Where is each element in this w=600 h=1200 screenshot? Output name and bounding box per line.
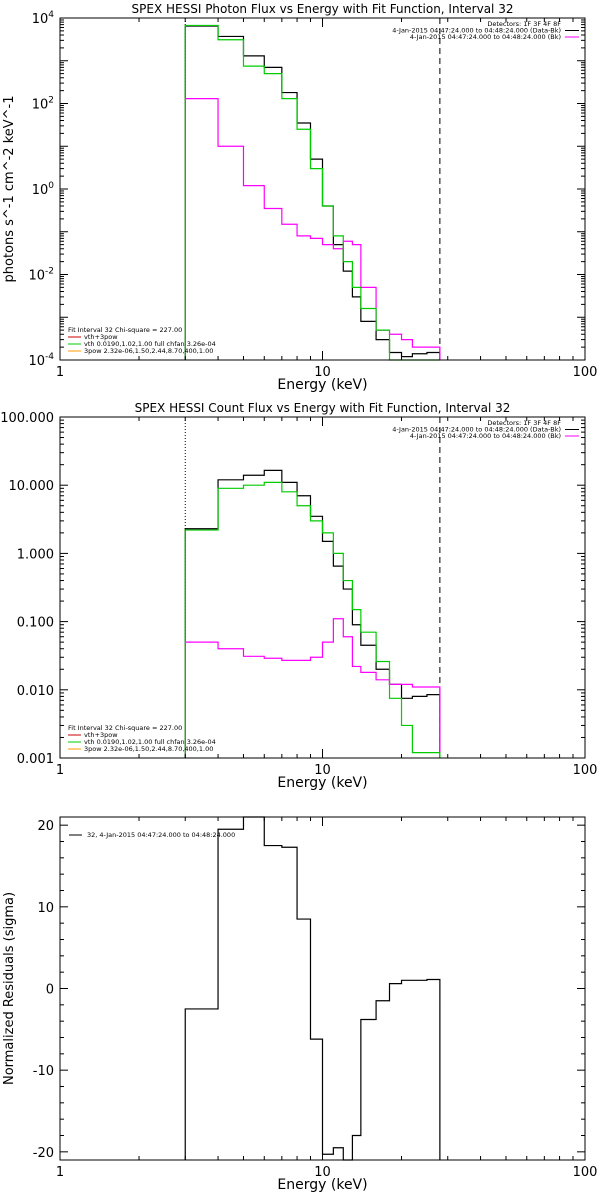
x-axis-label: Energy (keV) [277, 1177, 367, 1193]
legend-top-entry: Detectors: 1F 3F 4F 8F [487, 20, 561, 28]
chart-panel-2: SPEX HESSI Count Flux vs Energy with Fit… [0, 401, 597, 791]
x-tick-label: 10 [314, 365, 331, 380]
y-tick-label: 104 [32, 10, 55, 27]
x-axis-label: Energy (keV) [277, 775, 367, 791]
y-tick-base: 10 [28, 354, 45, 369]
y-tick-label: 10 [37, 901, 54, 916]
legend-top-entry: 4-Jan-2015 04:47:24.000 to 04:48:24.000 … [410, 33, 561, 41]
y-tick-base: 10 [32, 12, 49, 27]
series-line-data-bk [184, 469, 441, 758]
y-tick-label: 102 [32, 96, 54, 113]
legend-bottom-entry: vth+3pow [84, 731, 118, 739]
legend-bottom-entry: 3pow 2.32e-06,1.50,2.44,8.70,400,1.00 [84, 347, 213, 355]
legend-bottom-entry: vth+3pow [84, 333, 118, 341]
plot-frame [59, 416, 586, 759]
y-tick-label: 10.000 [9, 479, 55, 494]
x-axis-label: Energy (keV) [277, 377, 367, 393]
y-tick-base: 10 [28, 269, 45, 284]
y-tick-label: 10-2 [28, 267, 54, 284]
x-tick-label: 100 [573, 1165, 598, 1180]
y-tick-exponent: -2 [45, 267, 54, 277]
chart-title: SPEX HESSI Count Flux vs Energy with Fit… [135, 401, 511, 415]
legend-bottom-entry: vth 0.0190,1.02,1.00 full chfan 3.26e-04 [84, 340, 216, 348]
y-tick-base: 10 [32, 98, 49, 113]
x-tick-label: 1 [56, 1165, 64, 1180]
y-tick-exponent: 4 [48, 10, 54, 20]
y-tick-label: 100.000 [0, 411, 54, 426]
y-axis-label: photons s^-1 cm^-2 keV^-1 [2, 95, 17, 282]
x-tick-label: 1 [56, 365, 64, 380]
series-line-bk [184, 98, 441, 360]
series-line-vth-3pow [184, 24, 440, 361]
y-tick-label: 0.001 [17, 752, 54, 767]
y-tick-exponent: -4 [45, 352, 54, 362]
y-tick-label: 0.010 [17, 684, 54, 699]
x-tick-label: 100 [573, 763, 598, 778]
y-tick-label: -10 [33, 1064, 54, 1079]
series-line-data-bk [184, 25, 441, 360]
legend-entry: 32, 4-Jan-2015 04:47:24.000 to 04:48:24.… [87, 831, 235, 839]
y-tick-exponent: 2 [48, 96, 54, 106]
y-tick-label: 0 [46, 983, 54, 998]
y-tick-base: 10 [32, 183, 49, 198]
x-tick-label: 10 [314, 1165, 331, 1180]
legend-top-entry: 4-Jan-2015 04:47:24.000 to 04:48:24.000 … [410, 432, 561, 440]
chart-panel-1: SPEX HESSI Photon Flux vs Energy with Fi… [2, 2, 597, 393]
chart-title: SPEX HESSI Photon Flux vs Energy with Fi… [132, 2, 514, 16]
y-tick-label: 0.100 [17, 616, 54, 631]
y-tick-label: 10-4 [28, 352, 54, 369]
y-tick-label: 1.000 [17, 547, 54, 562]
legend-bottom-entry: Fit Interval 32 Chi-square = 227.00 [68, 326, 182, 334]
y-tick-label: 20 [37, 819, 54, 834]
x-tick-label: 10 [314, 763, 331, 778]
series-line-32 [184, 816, 441, 1161]
series-line-vth-3pow [184, 481, 441, 758]
y-tick-exponent: 0 [48, 181, 54, 191]
x-tick-label: 1 [56, 763, 64, 778]
legend-top-entry: 4-Jan-2015 04:47:24.000 to 04:48:24.000 … [392, 426, 561, 434]
legend-top-entry: Detectors: 1F 3F 4F 8F [487, 419, 561, 427]
legend-bottom-entry: vth 0.0190,1.02,1.00 full chfan 3.26e-04 [84, 738, 216, 746]
legend-bottom-entry: 3pow 2.32e-06,1.50,2.44,8.70,400,1.00 [84, 745, 213, 753]
y-axis-label: Normalized Residuals (sigma) [2, 892, 17, 1085]
y-tick-label: -20 [33, 1146, 54, 1161]
legend-top-entry: 4-Jan-2015 04:47:24.000 to 04:48:24.000 … [392, 27, 561, 35]
y-tick-label: 100 [32, 181, 55, 198]
legend-bottom-entry: Fit Interval 32 Chi-square = 227.00 [68, 724, 182, 732]
x-tick-label: 100 [573, 365, 598, 380]
series-line-bk [184, 618, 441, 758]
